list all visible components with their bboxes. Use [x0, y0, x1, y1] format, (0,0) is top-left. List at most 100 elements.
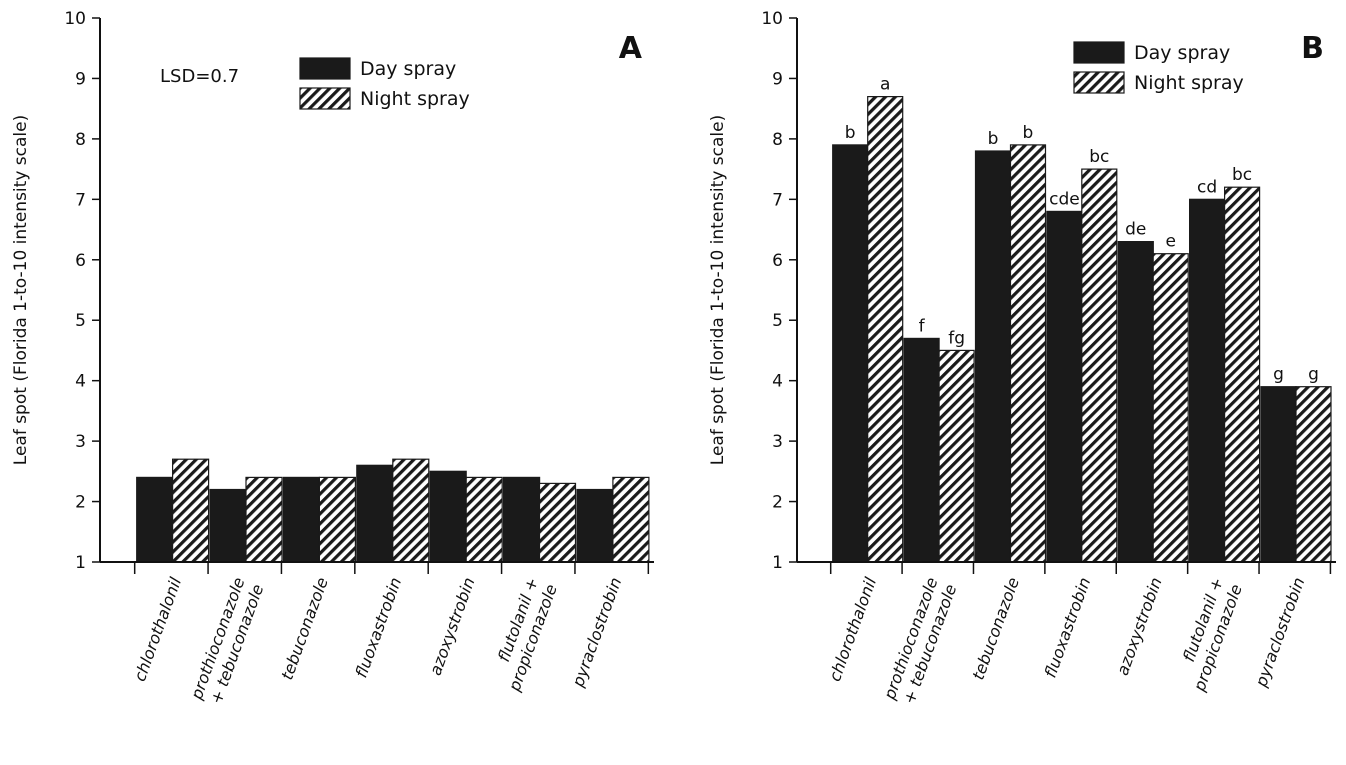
category-label: fluoxastrobin: [1041, 575, 1095, 680]
category-label: fluoxastrobin: [351, 575, 405, 680]
significance-letter: cde: [1049, 189, 1080, 209]
legend-label-night: Night spray: [360, 88, 470, 110]
y-tick-label: 1: [75, 553, 86, 573]
category-label: azoxystrobin: [426, 575, 479, 678]
bar-night: [465, 476, 503, 563]
lsd-annotation: LSD=0.7: [160, 66, 239, 87]
legend-swatch-night: [299, 87, 351, 110]
category-label-line: pyraclostrobin: [568, 575, 625, 690]
category-label: tebuconazole: [968, 575, 1023, 683]
category-label: flutolanil +propiconazole: [486, 575, 561, 695]
y-tick-label: 2: [75, 493, 86, 513]
category-label: azoxystrobin: [1113, 575, 1166, 678]
significance-letter: g: [1273, 365, 1284, 385]
significance-letter: b: [1023, 123, 1034, 143]
y-tick-label: 7: [772, 190, 783, 210]
y-axis-label: Leaf spot (Florida 1-to-10 intensity sca…: [11, 115, 31, 465]
panel-label: B: [1301, 31, 1324, 66]
category-label-line: chlorothalonil: [825, 574, 880, 683]
legend-label-day: Day spray: [360, 58, 456, 80]
bar-night: [867, 95, 904, 563]
significance-letter: bc: [1232, 165, 1252, 185]
bar-day: [576, 488, 614, 563]
category-label-line: fluoxastrobin: [351, 575, 405, 680]
bar-night: [318, 476, 356, 563]
legend-label-day: Day spray: [1134, 42, 1230, 64]
bar-night: [245, 476, 283, 563]
bar-day: [1260, 386, 1297, 563]
y-tick-label: 2: [772, 493, 783, 513]
category-label: chlorothalonil: [825, 574, 880, 683]
category-label-line: tebuconazole: [277, 575, 332, 683]
bar-night: [392, 458, 430, 563]
bar-day: [1117, 241, 1154, 563]
bar-day: [209, 488, 247, 563]
significance-letter: fg: [948, 328, 965, 348]
bar-day: [503, 476, 541, 563]
category-label-line: pyraclostrobin: [1251, 575, 1308, 690]
bar-night: [1152, 253, 1189, 563]
category-label: prothioconazole+ tebuconazole: [187, 575, 268, 710]
legend-label-night: Night spray: [1134, 72, 1244, 94]
y-axis-label: Leaf spot (Florida 1-to-10 intensity sca…: [708, 115, 728, 465]
y-tick-label: 6: [772, 251, 783, 271]
bar-night: [538, 482, 577, 563]
category-label: tebuconazole: [277, 575, 332, 683]
significance-letter: cd: [1197, 177, 1217, 197]
y-tick-label: 4: [772, 372, 783, 392]
legend-swatch-night: [1073, 71, 1125, 94]
bar-day: [974, 150, 1012, 563]
y-tick-label: 8: [772, 130, 783, 150]
y-tick-label: 4: [75, 372, 86, 392]
bar-night: [1009, 144, 1047, 563]
y-tick-label: 9: [772, 69, 783, 89]
bar-day: [1188, 198, 1226, 563]
y-tick-label: 10: [64, 9, 86, 29]
bar-day: [1046, 210, 1083, 563]
y-tick-label: 9: [75, 69, 86, 89]
bar-night: [1081, 168, 1118, 563]
category-label-line: tebuconazole: [968, 575, 1023, 683]
significance-letter: f: [919, 316, 926, 336]
bar-night: [1295, 386, 1332, 563]
legend-swatch-day: [1073, 41, 1125, 64]
significance-letter: de: [1125, 220, 1146, 240]
y-tick-label: 6: [75, 251, 86, 271]
category-label: pyraclostrobin: [1251, 575, 1308, 690]
chart-panel-a: 1 2 3 4 5 6 7 8 9 10 chlorothalonil prothioconazole…: [11, 9, 654, 710]
significance-letter: e: [1165, 232, 1175, 252]
category-label-line: azoxystrobin: [426, 575, 479, 678]
category-label-line: chlorothalonil: [130, 574, 185, 683]
bar-night: [1223, 186, 1261, 563]
bar-night: [172, 458, 210, 563]
significance-letter: bc: [1089, 147, 1109, 167]
category-label: prothioconazole+ tebuconazole: [880, 575, 961, 710]
bar-day: [429, 470, 467, 563]
y-tick-label: 3: [772, 432, 783, 452]
bar-night: [938, 349, 975, 563]
bar-day: [136, 476, 174, 563]
y-tick-label: 8: [75, 130, 86, 150]
category-label-line: azoxystrobin: [1113, 575, 1166, 678]
significance-letter: b: [988, 129, 999, 149]
category-label: flutolanil +propiconazole: [1171, 575, 1246, 695]
chart-panel-b: b f b cde de cd g a fg b bc e bc g 1 2 3 4 5 6 7 8 9 10 chloroth…: [708, 9, 1336, 710]
category-label: pyraclostrobin: [568, 575, 625, 690]
y-tick-label: 10: [761, 9, 783, 29]
bar-day: [356, 464, 394, 563]
bar-day: [903, 337, 940, 563]
significance-letter: b: [845, 123, 856, 143]
bar-night: [612, 476, 650, 563]
bar-day: [832, 144, 869, 563]
bar-day: [282, 476, 320, 563]
y-tick-label: 7: [75, 190, 86, 210]
y-tick-label: 1: [772, 553, 783, 573]
category-label-line: fluoxastrobin: [1041, 575, 1095, 680]
y-tick-label: 3: [75, 432, 86, 452]
panel-label: A: [619, 31, 643, 66]
significance-letter: a: [880, 75, 890, 95]
category-label: chlorothalonil: [130, 574, 185, 683]
significance-letter: g: [1308, 365, 1319, 385]
